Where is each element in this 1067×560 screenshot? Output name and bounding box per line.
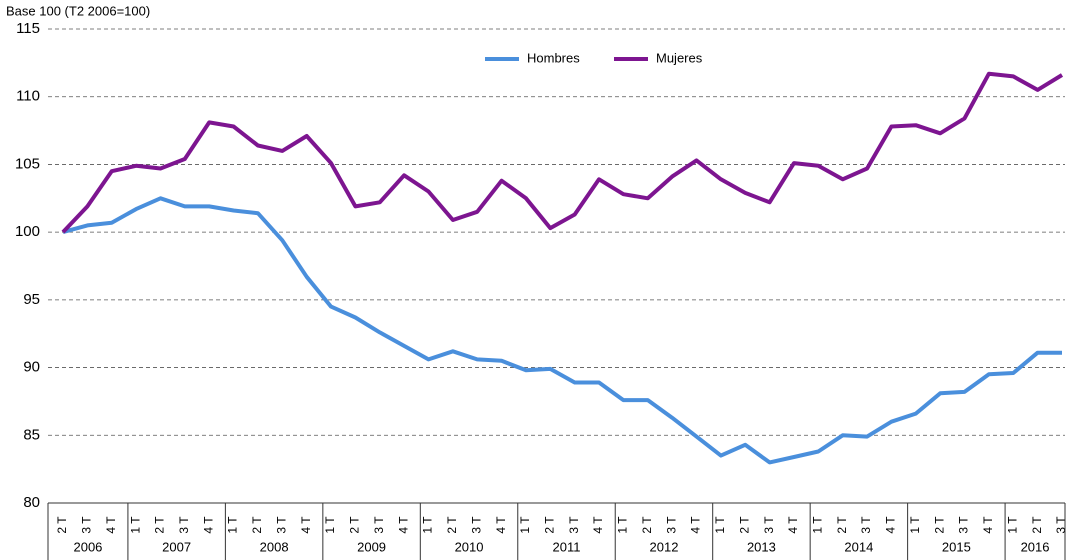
legend-label: Mujeres — [656, 50, 703, 65]
x-group-label: 2011 — [553, 539, 581, 554]
y-axis-label: Base 100 (T2 2006=100) — [6, 3, 150, 18]
x-tick-label: 2 T — [835, 516, 849, 534]
x-group-label: 2006 — [73, 539, 102, 554]
y-tick-label: 80 — [23, 494, 40, 511]
x-tick-label: 4 T — [786, 516, 800, 534]
x-tick-label: 3 T — [274, 516, 288, 534]
x-tick-label: 4 T — [396, 516, 410, 534]
y-tick-label: 95 — [23, 291, 40, 308]
x-tick-label: 3 T — [372, 516, 386, 534]
x-tick-label: 3 T — [80, 516, 94, 534]
x-tick-label: 1 T — [128, 516, 142, 534]
x-tick-label: 4 T — [201, 516, 215, 534]
y-tick-label: 110 — [16, 88, 40, 105]
series-line — [62, 196, 1062, 465]
x-tick-label: 2 T — [153, 516, 167, 534]
x-tick-label: 4 T — [981, 516, 995, 534]
y-tick-label: 105 — [15, 155, 40, 172]
x-tick-label: 1 T — [323, 516, 337, 534]
x-tick-label: 4 T — [494, 516, 508, 534]
x-tick-label: 1 T — [616, 516, 630, 534]
x-tick-label: 2 T — [542, 516, 556, 534]
x-tick-label: 4 T — [591, 516, 605, 534]
x-tick-label: 2 T — [1030, 516, 1044, 534]
x-tick-label: 1 T — [713, 516, 727, 534]
x-tick-label: 2 T — [640, 516, 654, 534]
x-group-label: 2010 — [455, 539, 484, 554]
x-group-label: 2013 — [747, 539, 776, 554]
x-group-label: 2014 — [844, 539, 873, 554]
x-tick-label: 2 T — [250, 516, 264, 534]
x-tick-label: 4 T — [104, 516, 118, 534]
y-tick-label: 90 — [23, 359, 40, 376]
legend-label: Hombres — [527, 50, 580, 65]
x-tick-label: 1 T — [811, 516, 825, 534]
x-tick-label: 2 T — [445, 516, 459, 534]
x-tick-label: 2 T — [55, 516, 69, 534]
x-tick-label: 1 T — [518, 516, 532, 534]
x-tick-label: 1 T — [421, 516, 435, 534]
x-tick-label: 1 T — [908, 516, 922, 534]
x-group-label: 2008 — [260, 539, 289, 554]
series-line — [61, 71, 1064, 234]
x-tick-label: 3 T — [957, 516, 971, 534]
x-group-label: 2016 — [1021, 539, 1050, 554]
x-group-label: 2009 — [357, 539, 386, 554]
x-group-label: 2007 — [162, 539, 191, 554]
x-tick-label: 3 T — [567, 516, 581, 534]
x-group-label: 2015 — [942, 539, 971, 554]
x-tick-label: 3 T — [177, 516, 191, 534]
y-tick-label: 85 — [23, 426, 40, 443]
x-tick-label: 4 T — [299, 516, 313, 534]
x-tick-label: 3 T — [1054, 516, 1067, 534]
y-tick-label: 100 — [15, 223, 40, 240]
x-tick-label: 3 T — [859, 516, 873, 534]
x-group-label: 2012 — [650, 539, 679, 554]
x-tick-label: 3 T — [762, 516, 776, 534]
x-tick-label: 4 T — [884, 516, 898, 534]
x-tick-label: 1 T — [226, 516, 240, 534]
y-tick-label: 115 — [16, 20, 40, 37]
x-tick-label: 2 T — [348, 516, 362, 534]
x-tick-label: 1 T — [1005, 516, 1019, 534]
x-tick-label: 2 T — [932, 516, 946, 534]
x-tick-label: 2 T — [737, 516, 751, 534]
x-tick-label: 3 T — [469, 516, 483, 534]
x-tick-label: 3 T — [664, 516, 678, 534]
x-tick-label: 4 T — [689, 516, 703, 534]
